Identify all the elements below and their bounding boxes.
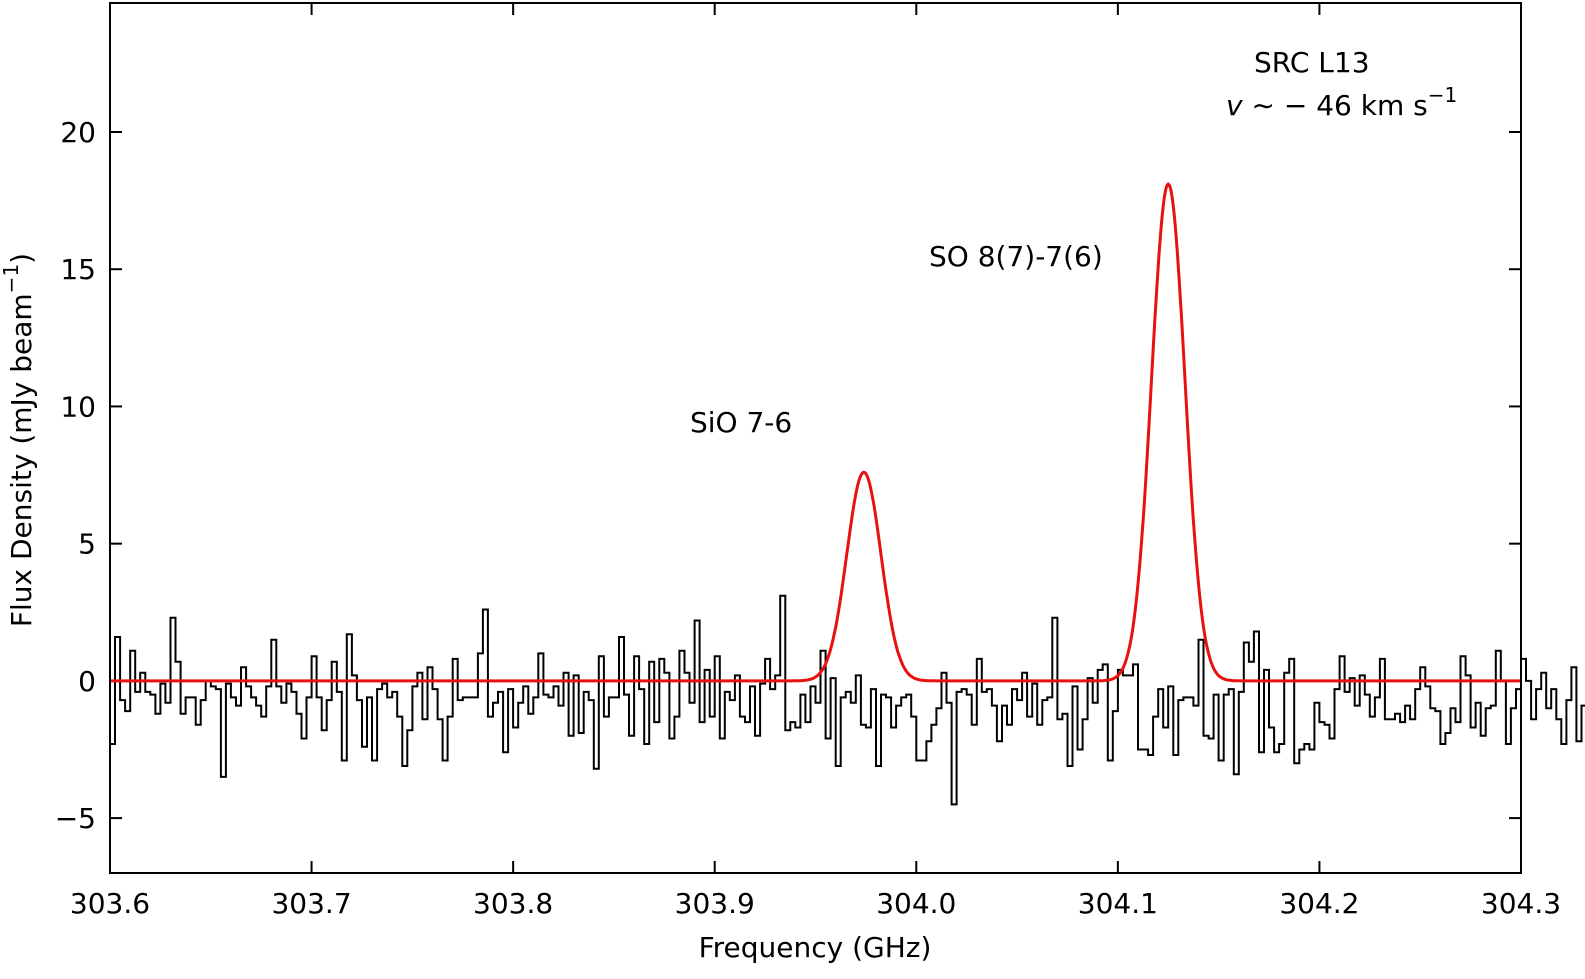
y-tick-label: 5: [78, 528, 96, 561]
annotation-velocity: v ∼ − 46 km s−1: [1226, 83, 1457, 122]
velocity-unit-exponent: −1: [1428, 83, 1457, 107]
y-tick-label: 15: [60, 253, 96, 286]
y-axis-title-exponent: −1: [0, 264, 23, 293]
annotation-sio-line: SiO 7-6: [690, 406, 792, 439]
x-tick-label: 303.9: [675, 887, 755, 920]
annotation-source: SRC L13: [1254, 46, 1370, 79]
x-axis-title: Frequency (GHz): [699, 931, 932, 964]
x-tick-label: 304.0: [876, 887, 956, 920]
x-tick-label: 303.6: [70, 887, 150, 920]
y-axis-title-main: Flux Density (mJy beam: [5, 293, 38, 627]
y-axis-title-close: ): [5, 253, 38, 264]
x-tick-label: 303.8: [473, 887, 553, 920]
gaussian-fit-curve: [110, 182, 1521, 683]
x-tick-label: 304.2: [1279, 887, 1359, 920]
y-tick-label: −5: [55, 802, 96, 835]
observed-spectrum-steps: [110, 594, 1585, 806]
axis-ticks: [109, 3, 1522, 873]
y-tick-label: 20: [60, 116, 96, 149]
x-tick-label: 304.3: [1481, 887, 1561, 920]
annotation-so-line: SO 8(7)-7(6): [929, 240, 1103, 273]
y-axis-title: Flux Density (mJy beam−1): [0, 253, 38, 627]
plot-frame: [109, 2, 1522, 874]
y-tick-label: 10: [60, 390, 96, 423]
velocity-value: ∼ − 46 km s: [1243, 89, 1428, 122]
tick-labels: 303.6 303.7 303.8 303.9 304.0 304.1 304.2 304.3…: [55, 116, 1561, 920]
x-tick-label: 303.7: [271, 887, 351, 920]
velocity-symbol: v: [1226, 89, 1243, 122]
y-tick-label: 0: [78, 665, 96, 698]
x-tick-label: 304.1: [1078, 887, 1158, 920]
